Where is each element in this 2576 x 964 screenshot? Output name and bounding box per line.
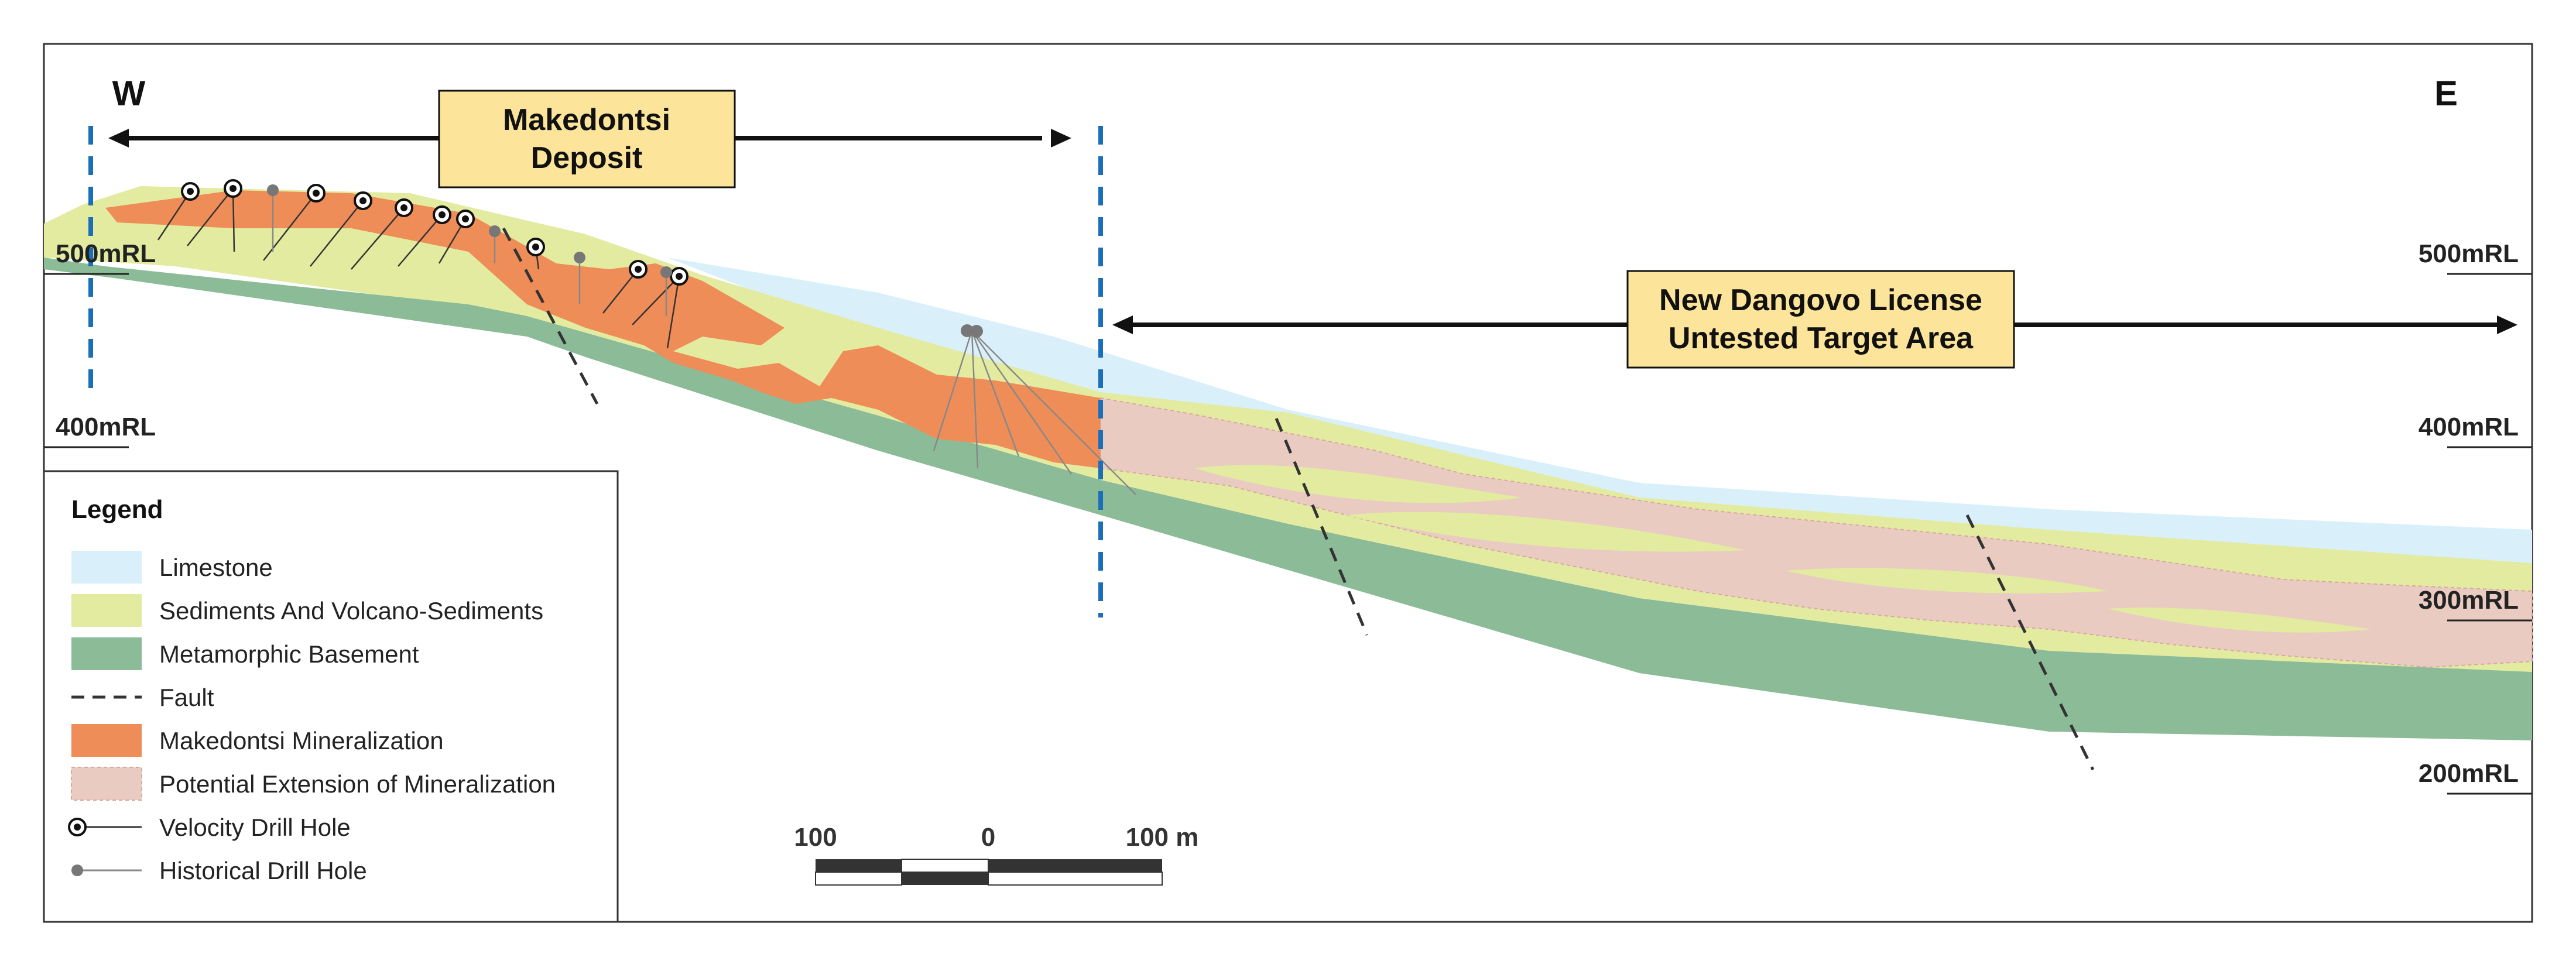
- drill-hole-trace: [310, 200, 364, 267]
- historical-drill-hole-icon: [267, 184, 279, 196]
- extension-swatch: [71, 767, 142, 801]
- legend-label: Limestone: [159, 554, 273, 581]
- drill-hole-trace: [933, 330, 973, 451]
- rl-labels-left: 500mRL 400mRL: [44, 239, 156, 448]
- legend-title: Legend: [71, 495, 163, 524]
- drill-hole-trace: [157, 191, 191, 241]
- historical-drill-holes: [272, 190, 1136, 495]
- historical-drill-hole-icon: [970, 325, 983, 338]
- historical-drill-hole-icon: [961, 324, 974, 337]
- scale-segment: [988, 859, 1162, 872]
- velocity-drill-hole-icon: [629, 260, 648, 279]
- scale-segment: [902, 872, 988, 885]
- historical-drill-hole-icon: [660, 266, 672, 278]
- drill-hole-trace: [666, 276, 680, 349]
- scale-segment: [901, 859, 989, 873]
- drill-hole-trace: [602, 269, 639, 314]
- extension-sediment-band-3: [1786, 568, 2108, 594]
- velocity-drill-hole-icon: [526, 238, 545, 256]
- scale-segment: [988, 872, 1163, 886]
- velocity-drill-hole-icon: [181, 182, 200, 201]
- basement-swatch: [71, 637, 142, 670]
- legend-label: Sediments And Volcano-Sediments: [159, 597, 543, 625]
- velocity-drill-hole-icon: [433, 205, 451, 224]
- makedontsi-callout: Makedontsi Deposit: [438, 90, 736, 188]
- velocity-drill-hole-icon: [307, 184, 326, 203]
- makedontsi-callout-box: [438, 90, 736, 188]
- faults: [502, 227, 2095, 771]
- rl-label: 300mRL: [2419, 586, 2519, 615]
- drill-hole-trace: [632, 276, 680, 325]
- extension-zone: [1100, 397, 2533, 668]
- drill-hole-trace: [351, 207, 405, 270]
- velocity-drill-hole-legend-icon: [68, 818, 142, 836]
- drill-hole-trace: [971, 330, 979, 469]
- boundary-lines: [88, 126, 1103, 617]
- rl-label: 200mRL: [2419, 759, 2519, 788]
- scale-label-left: 100: [794, 823, 837, 852]
- drill-hole-trace: [398, 214, 443, 267]
- velocity-drill-hole-icon: [224, 179, 242, 198]
- compass-east: E: [2434, 74, 2458, 113]
- arrowhead-icon: [1051, 129, 1071, 147]
- extension-sediment-band-4: [2108, 608, 2371, 633]
- drill-hole-trace: [232, 188, 235, 252]
- drill-hole-collars: [181, 179, 983, 338]
- velocity-drill-hole-icon: [395, 198, 413, 217]
- fault-line: [1965, 514, 2095, 771]
- legend-label: Velocity Drill Hole: [159, 814, 351, 841]
- historical-drill-hole-icon: [574, 252, 585, 263]
- scale-bar: 100 0 100 m: [794, 823, 1199, 886]
- drill-hole-trace: [971, 330, 1136, 495]
- scale-label-center: 0: [981, 823, 995, 852]
- legend-label: Metamorphic Basement: [159, 640, 419, 668]
- legend-label: Historical Drill Hole: [159, 857, 367, 884]
- extension-sediment-band-2: [1347, 512, 1745, 552]
- rl-label: 400mRL: [56, 413, 156, 441]
- rl-label: 500mRL: [2419, 239, 2519, 268]
- scale-label-right: 100 m: [1126, 823, 1199, 852]
- arrowhead-icon: [2497, 315, 2517, 334]
- fault-line: [1275, 418, 1369, 636]
- makedontsi-callout-line-2: Deposit: [531, 141, 643, 175]
- mineralization-zone: [105, 190, 1101, 468]
- legend-box: [43, 470, 619, 923]
- arrowhead-icon: [1112, 315, 1133, 334]
- scale-segment: [816, 859, 902, 872]
- legend: Legend Limestone Sediments And Volcano-S…: [43, 470, 619, 923]
- sediments-swatch: [71, 594, 142, 627]
- fault-line: [502, 227, 599, 405]
- dangovo-callout-line-2: Untested Target Area: [1669, 321, 1974, 355]
- velocity-drill-hole-icon: [354, 191, 372, 210]
- dangovo-callout-line-1: New Dangovo License: [1659, 283, 1982, 317]
- compass-west: W: [112, 74, 146, 113]
- rl-labels-right: 500mRL 400mRL 300mRL 200mRL: [2419, 239, 2532, 795]
- legend-label: Potential Extension of Mineralization: [159, 770, 556, 798]
- basement-layer: [44, 258, 2532, 740]
- drill-hole-trace: [187, 188, 234, 246]
- makedontsi-callout-line-1: Makedontsi: [503, 103, 670, 137]
- mineralization-swatch: [71, 724, 142, 757]
- scale-segment: [815, 872, 902, 886]
- legend-label: Makedontsi Mineralization: [159, 727, 444, 754]
- legend-label: Fault: [159, 684, 214, 711]
- historical-drill-hole-icon: [489, 225, 501, 237]
- drill-hole-trace: [971, 330, 1020, 457]
- velocity-drill-hole-icon: [670, 267, 688, 286]
- dangovo-callout-box: [1626, 270, 2015, 369]
- historical-drill-hole-legend-icon: [71, 864, 142, 876]
- rl-label: 500mRL: [56, 239, 156, 268]
- velocity-drill-hole-icon: [456, 210, 475, 228]
- limestone-swatch: [71, 551, 142, 584]
- dangovo-callout: New Dangovo License Untested Target Area: [1626, 270, 2015, 369]
- extension-sediment-band-1: [1194, 465, 1522, 503]
- drill-hole-trace: [971, 330, 1073, 475]
- rl-label: 400mRL: [2419, 413, 2519, 441]
- arrowhead-icon: [108, 129, 129, 147]
